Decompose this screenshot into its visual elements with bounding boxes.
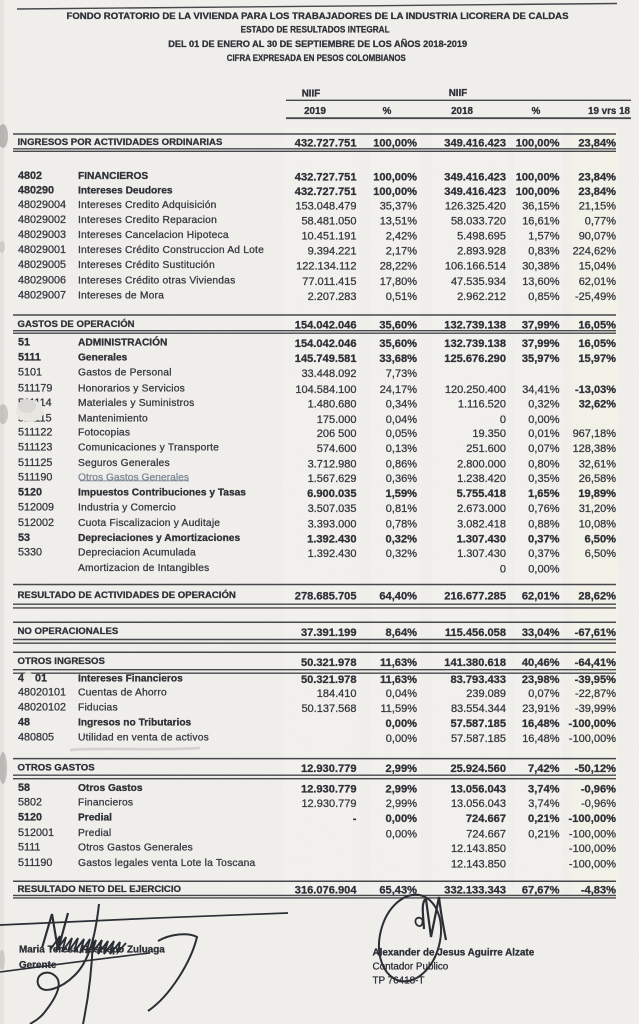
svg-text:Contador Publico: Contador Publico [373,961,449,972]
svg-text:Gerente: Gerente [19,960,57,971]
svg-text:Maria Teresa Restrepo Zuluaga: Maria Teresa Restrepo Zuluaga [19,945,165,956]
svg-text:TP 76418-T: TP 76418-T [373,976,425,987]
svg-text:Alexander de Jesus Aguirre Alz: Alexander de Jesus Aguirre Alzate [373,947,535,958]
